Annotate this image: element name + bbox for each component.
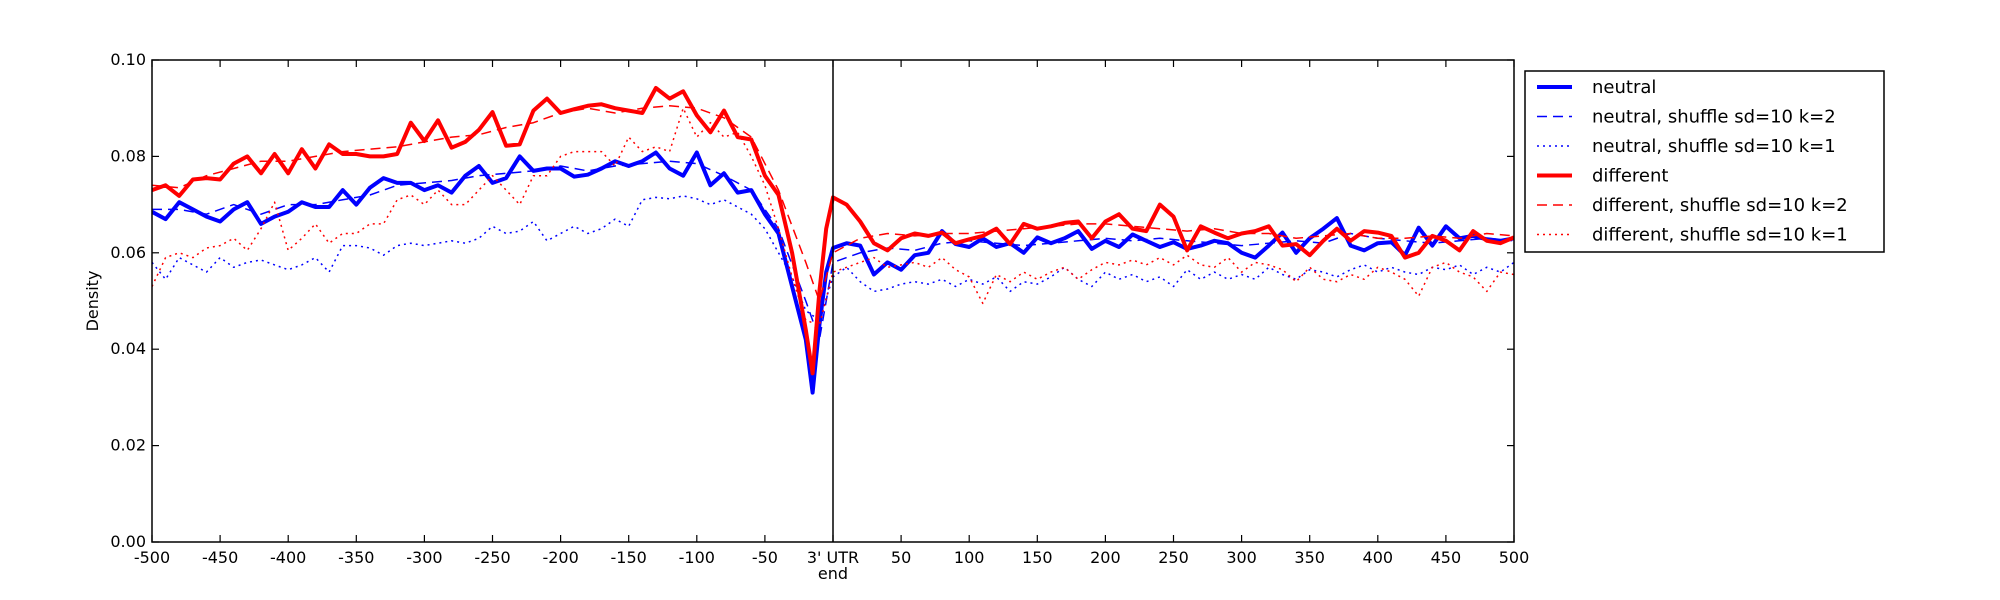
x-tick-label-19: 450 <box>1431 548 1462 567</box>
legend-frame <box>1524 70 1885 253</box>
x-tick-label-5: -250 <box>474 548 510 567</box>
x-tick-label-7: -150 <box>611 548 647 567</box>
series-line-5 <box>152 107 1514 326</box>
y-axis: 0.00 0.02 0.04 0.06 0.08 0.10 <box>110 50 1514 551</box>
x-tick-label-18: 400 <box>1363 548 1394 567</box>
x-tick-label-3: -350 <box>338 548 374 567</box>
x-tick-label-11: 50 <box>891 548 911 567</box>
y-tick-label-2: 0.04 <box>110 339 146 358</box>
y-tick-label-1: 0.02 <box>110 436 146 455</box>
legend-label-1: neutral, shuffle sd=10 k=2 <box>1592 107 1836 128</box>
legend-label-3: different <box>1592 166 1668 187</box>
legend-label-4: different, shuffle sd=10 k=2 <box>1592 195 1848 216</box>
legend: neutral neutral, shuffle sd=10 k=2 neutral… <box>1524 70 1885 253</box>
y-tick-label-0: 0.00 <box>110 532 146 551</box>
x-tick-label-0: -500 <box>134 548 170 567</box>
x-tick-label-8: -100 <box>679 548 715 567</box>
x-tick-label-4: -300 <box>406 548 442 567</box>
x-tick-label-16: 300 <box>1226 548 1257 567</box>
series-line-1 <box>152 160 1514 341</box>
x-tick-label-14: 200 <box>1090 548 1121 567</box>
series-line-0 <box>152 150 1514 395</box>
x-tick-label-13: 150 <box>1022 548 1053 567</box>
legend-label-5: different, shuffle sd=10 k=1 <box>1592 225 1848 246</box>
x-axis-center-sublabel: end <box>818 564 848 583</box>
legend-label-2: neutral, shuffle sd=10 k=1 <box>1592 136 1836 157</box>
x-tick-label-1: -450 <box>202 548 238 567</box>
x-tick-label-17: 350 <box>1294 548 1325 567</box>
series-line-3 <box>152 86 1514 376</box>
y-tick-label-3: 0.06 <box>110 243 146 262</box>
x-tick-label-20: 500 <box>1499 548 1530 567</box>
x-tick-label-6: -200 <box>542 548 578 567</box>
x-tick-label-15: 250 <box>1158 548 1189 567</box>
x-tick-label-9: -50 <box>752 548 778 567</box>
y-tick-label-5: 0.10 <box>110 50 146 69</box>
x-tick-label-10: 3' UTR <box>807 548 859 567</box>
y-tick-label-4: 0.08 <box>110 146 146 165</box>
x-tick-label-2: -400 <box>270 548 306 567</box>
x-tick-label-12: 100 <box>954 548 985 567</box>
x-axis: -500 -450 -400 -350 -300 -250 -200 -150 -100 -50 3… <box>134 60 1529 567</box>
y-axis-label: Density <box>83 271 102 332</box>
series-line-4 <box>152 105 1514 302</box>
legend-label-0: neutral <box>1592 77 1656 98</box>
